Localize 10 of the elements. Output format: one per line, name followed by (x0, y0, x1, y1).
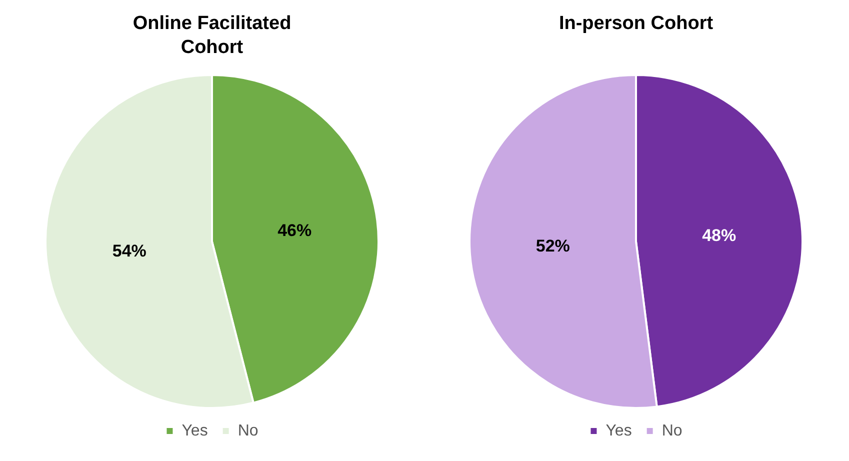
chart-title: Online Facilitated Cohort (132, 12, 292, 60)
data-label: 46% (278, 220, 312, 240)
data-label: 54% (112, 242, 146, 261)
chart-title: In-person Cohort (558, 12, 714, 36)
legend-label: Yes (182, 422, 208, 440)
legend-label: Yes (606, 422, 632, 440)
data-label: 48% (702, 226, 736, 245)
legend-label: No (238, 422, 258, 440)
data-label: 52% (536, 236, 570, 256)
legend-label: No (662, 422, 682, 440)
